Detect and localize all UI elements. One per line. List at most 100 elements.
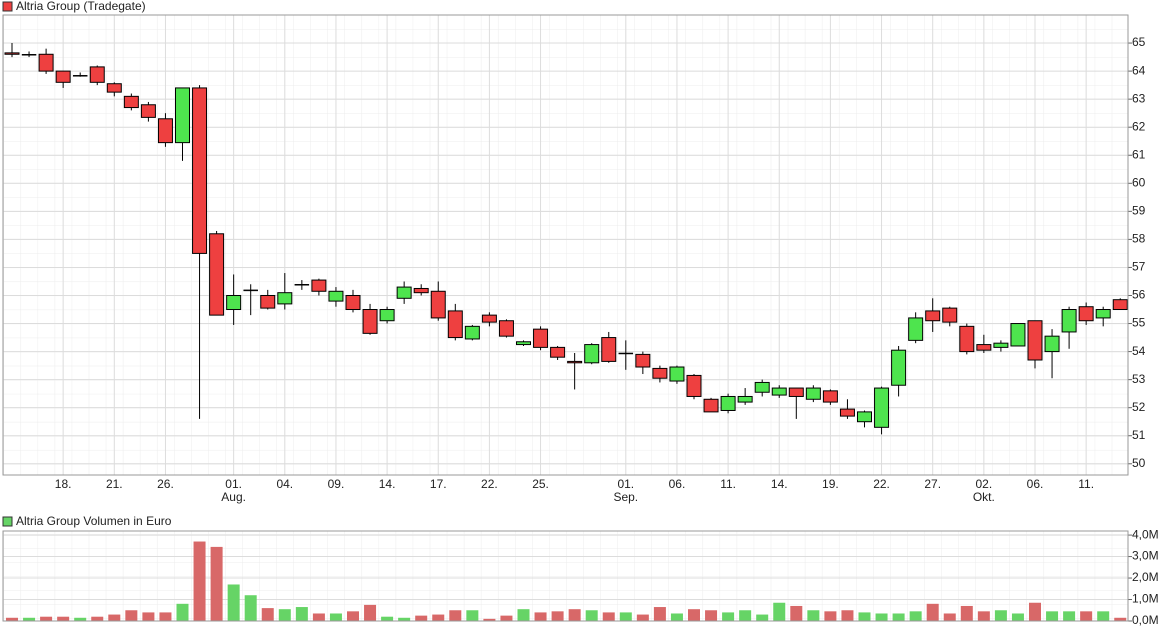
candle-body (874, 387, 890, 428)
y-tick-label: 65 (1132, 35, 1146, 49)
candle-body (959, 325, 975, 353)
volume-bar (994, 610, 1007, 621)
volume-bar (824, 611, 837, 621)
candle-body (1010, 323, 1026, 347)
candle-body (618, 352, 634, 355)
candle-body (857, 411, 872, 423)
volume-background (3, 531, 1128, 621)
candle-body (703, 398, 719, 413)
candle-body (652, 367, 668, 379)
x-month-label: Okt. (973, 490, 995, 504)
x-tick-label: 18. (55, 477, 72, 491)
volume-bar (722, 612, 735, 621)
candle-body (243, 289, 258, 292)
volume-bar (602, 612, 615, 621)
y-tick-label: 55 (1132, 316, 1146, 330)
candle-body (533, 328, 549, 348)
candle-body (447, 310, 463, 339)
volume-frame (2, 530, 1129, 622)
volume-bar (142, 612, 155, 621)
legend-label: Altria Group (Tradegate) (16, 0, 146, 13)
volume-bar (91, 616, 104, 621)
candle-body (908, 317, 924, 341)
volume-bar (1046, 611, 1059, 621)
y-tick-label: 3,0M (1132, 549, 1159, 563)
x-tick-label: 21. (106, 477, 123, 491)
candle-body (1044, 335, 1060, 353)
volume-bar (773, 602, 786, 621)
legend-swatch (2, 516, 13, 527)
volume-bar (1063, 611, 1076, 621)
candle-body (362, 309, 378, 334)
volume-bar (909, 611, 922, 621)
candle-body (550, 346, 566, 358)
volume-bar (57, 616, 70, 621)
volume-bar (364, 604, 377, 621)
candle-body (481, 314, 497, 323)
candle-body (277, 292, 293, 305)
volume-bar (551, 611, 564, 621)
legend-swatch (2, 1, 13, 12)
volume-bar (483, 618, 496, 621)
candle-body (379, 309, 395, 322)
candle-body (669, 366, 685, 382)
volume-bar (1114, 617, 1127, 621)
volume-bar (790, 605, 803, 621)
volume-bar (1097, 611, 1110, 621)
x-month-label: Aug. (221, 490, 246, 504)
volume-bar (227, 584, 240, 621)
candle-body (1061, 309, 1077, 333)
volume-bar (1011, 613, 1024, 621)
y-tick-label: 56 (1132, 288, 1146, 302)
x-month-label: Sep. (613, 490, 638, 504)
volume-bar (892, 613, 905, 621)
candle-body (311, 279, 327, 292)
x-tick-label: 27. (924, 477, 941, 491)
volume-bar (688, 609, 700, 621)
volume-bar (568, 609, 581, 621)
x-tick-label: 11. (1078, 477, 1094, 491)
volume-bar (670, 613, 683, 621)
x-tick-label: 26. (157, 477, 174, 491)
volume-bar (960, 605, 973, 621)
x-tick-label: 06. (1027, 477, 1044, 491)
candle-body (891, 349, 907, 386)
candle-body (976, 344, 992, 351)
volume-bar (295, 607, 308, 621)
x-tick-label: 11. (720, 477, 736, 491)
candle-body (805, 387, 821, 400)
volume-bar (517, 609, 530, 621)
volume-bar (841, 610, 854, 621)
y-tick-label: 60 (1132, 175, 1146, 189)
candle-body (72, 75, 88, 77)
volume-bar (74, 617, 87, 621)
candle-body (516, 341, 531, 346)
volume-bar (875, 613, 888, 621)
y-tick-label: 51 (1132, 428, 1146, 442)
candle-body (157, 118, 173, 144)
candle-body (601, 337, 617, 362)
plot-background (3, 15, 1128, 475)
x-tick-label: 14. (379, 477, 396, 491)
volume-bar (1029, 602, 1041, 621)
volume-bar (176, 603, 189, 621)
volume-bar (261, 608, 274, 621)
candle-body (140, 104, 156, 118)
x-tick-label: 22. (481, 477, 498, 491)
y-tick-label: 64 (1132, 63, 1146, 77)
volume-bar (500, 615, 513, 621)
volume-bar (926, 603, 939, 621)
candle-body (89, 66, 105, 83)
candle-body (413, 287, 429, 294)
x-tick-label: 19. (822, 477, 839, 491)
volume-bar (466, 610, 479, 621)
y-tick-label: 54 (1132, 344, 1146, 358)
y-tick-label: 57 (1132, 260, 1146, 274)
volume-bar (756, 614, 769, 621)
x-tick-label: 01. (617, 477, 634, 491)
volume-bar (807, 610, 820, 621)
y-tick-label: 62 (1132, 119, 1146, 133)
y-tick-label: 52 (1132, 400, 1146, 414)
candle-body (38, 53, 54, 72)
x-tick-label: 25. (532, 477, 549, 491)
